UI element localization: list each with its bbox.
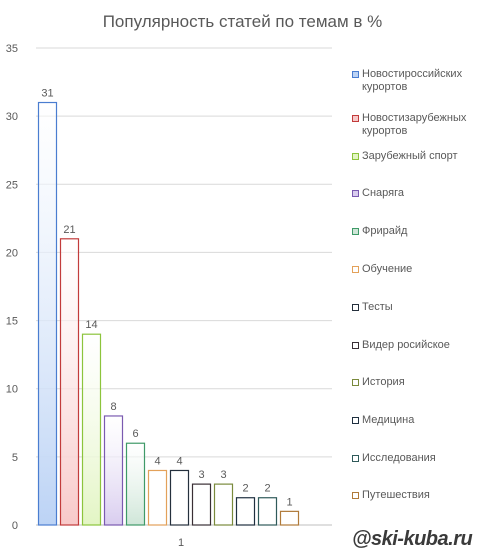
bar-group: 31 <box>37 88 58 526</box>
legend-item: История <box>352 376 482 389</box>
x-tick-label: 1 <box>178 537 184 549</box>
bar-group: 2 <box>257 483 278 526</box>
legend-item: Снаряга <box>352 187 482 200</box>
legend-swatch <box>352 417 359 424</box>
legend-label: Медицина <box>362 414 415 426</box>
bar <box>125 442 146 526</box>
legend-label: История <box>362 376 405 388</box>
bar-value-label: 21 <box>63 224 75 236</box>
legend-label: Тесты <box>362 301 393 313</box>
bar <box>147 469 168 526</box>
legend-swatch <box>352 153 359 160</box>
bar-value-label: 14 <box>85 319 97 331</box>
bar-value-label: 31 <box>41 88 53 100</box>
bar <box>191 483 212 526</box>
legend-swatch <box>352 228 359 235</box>
bar-group: 3 <box>213 469 234 526</box>
bar <box>257 497 278 526</box>
legend-label: курортов <box>362 81 408 93</box>
bar <box>103 415 124 526</box>
legend-label: Зарубежный спорт <box>362 150 458 162</box>
legend-swatch <box>352 71 359 78</box>
legend-item: Путешествия <box>352 489 482 502</box>
bar-value-label: 4 <box>176 455 182 467</box>
bar-group: 14 <box>81 319 102 526</box>
legend-swatch <box>352 266 359 273</box>
legend-label: Обучение <box>362 263 413 275</box>
y-tick-label: 0 <box>12 520 18 532</box>
y-tick-label: 25 <box>6 179 18 191</box>
bar-group: 21 <box>59 224 80 526</box>
y-tick-label: 35 <box>6 43 18 55</box>
legend-swatch <box>352 379 359 386</box>
bar <box>37 101 58 526</box>
bar-value-label: 3 <box>220 469 226 481</box>
y-tick-label: 30 <box>6 111 18 123</box>
y-tick-label: 5 <box>12 452 18 464</box>
legend-label: Новостироссийских <box>362 68 463 80</box>
legend-swatch <box>352 190 359 197</box>
legend-label: Снаряга <box>362 187 404 199</box>
bar-value-label: 1 <box>286 496 292 508</box>
bar <box>213 483 234 526</box>
legend-label: курортов <box>362 125 408 137</box>
bar-group: 6 <box>125 428 146 526</box>
bar-group: 8 <box>103 401 124 526</box>
bar-group: 4 <box>169 455 190 526</box>
bar <box>169 469 190 526</box>
legend-item: Медицина <box>352 414 482 427</box>
bar <box>59 238 80 526</box>
legend-label: Видер росийское <box>362 339 450 351</box>
legend-item: Видер росийское <box>352 339 482 352</box>
bar-group: 1 <box>279 496 300 526</box>
chart-title: Популярность статей по темам в % <box>102 12 383 31</box>
legend-item: Новостизарубежных курортов <box>352 112 482 138</box>
legend-item: Обучение <box>352 263 482 276</box>
bar-value-label: 8 <box>110 401 116 413</box>
legend-swatch <box>352 342 359 349</box>
legend-label: Фрирайд <box>362 225 408 237</box>
bar <box>235 497 256 526</box>
bar-value-label: 2 <box>264 483 270 495</box>
bar-group: 4 <box>147 455 168 526</box>
bar-value-label: 2 <box>242 483 248 495</box>
y-tick-label: 15 <box>6 316 18 328</box>
y-tick-label: 10 <box>6 384 18 396</box>
bar-group: 2 <box>235 483 256 526</box>
legend-swatch <box>352 455 359 462</box>
watermark: @ski-kuba.ru <box>352 528 473 550</box>
legend-item: Новостироссийских курортов <box>352 68 482 94</box>
bar <box>279 510 300 526</box>
legend-item: Зарубежный спорт <box>352 150 482 163</box>
y-tick-label: 20 <box>6 247 18 259</box>
legend-label: Исследования <box>362 452 436 464</box>
bar-value-label: 3 <box>198 469 204 481</box>
bar-value-label: 6 <box>132 428 138 440</box>
legend-item: Тесты <box>352 301 482 314</box>
legend-label: Новостизарубежных <box>362 112 467 124</box>
legend-label: Путешествия <box>362 489 430 501</box>
bar-group: 3 <box>191 469 212 526</box>
legend-swatch <box>352 304 359 311</box>
bar-value-label: 4 <box>154 455 160 467</box>
legend-swatch <box>352 492 359 499</box>
legend-item: Фрирайд <box>352 225 482 238</box>
legend-item: Исследования <box>352 452 482 465</box>
legend-swatch <box>352 115 359 122</box>
bar <box>81 333 102 526</box>
